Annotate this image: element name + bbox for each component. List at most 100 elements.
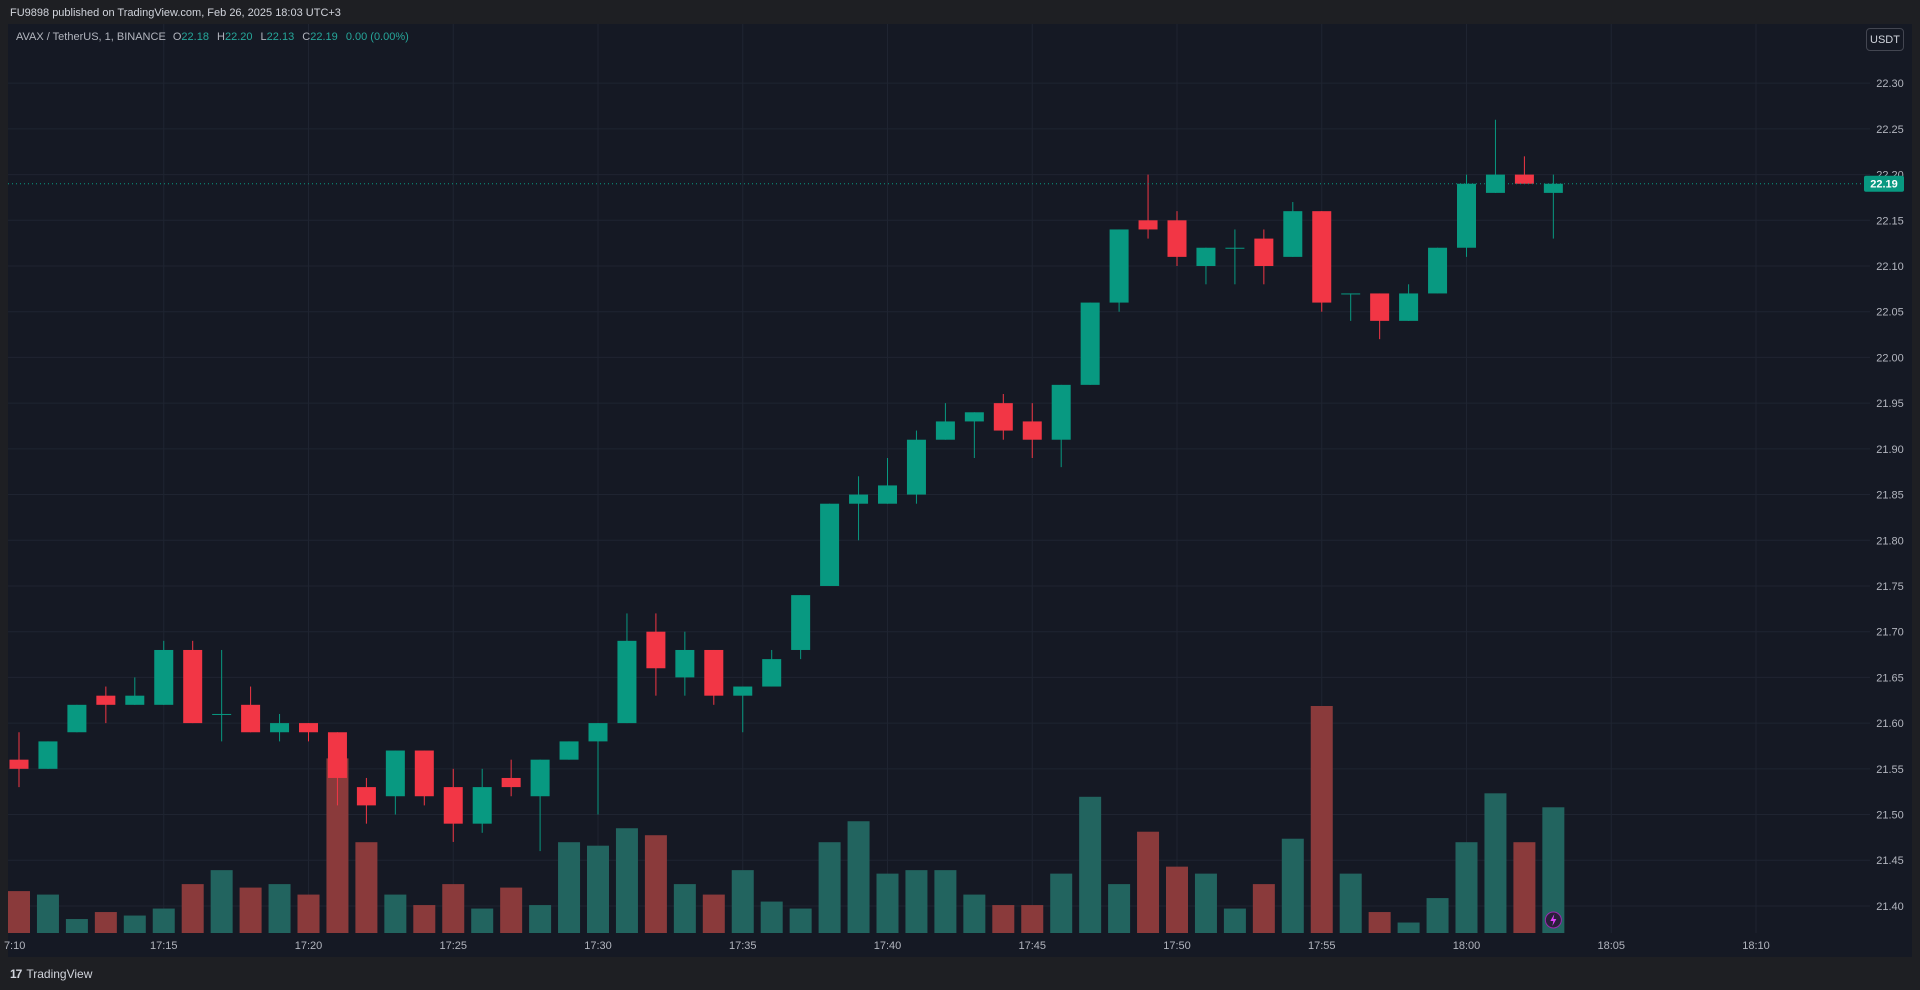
time-tick-label: 18:05 [1597,940,1625,952]
price-overlay: 22.19 [8,175,1904,929]
symbol-title[interactable]: AVAX / TetherUS, 1, BINANCE [16,31,166,43]
price-tick-label: 21.60 [1876,718,1904,730]
volume-bar [239,887,262,933]
last-price-label: 22.19 [1870,179,1898,191]
volume-bar [1223,908,1246,933]
volume-bar [1281,838,1304,933]
volume-bar [1513,842,1536,933]
low-label: L [260,31,267,43]
price-tick-label: 21.95 [1876,398,1904,410]
candle-body [1428,247,1448,294]
currency-unit-button[interactable]: USDT [1866,28,1904,51]
volume-bar [1050,873,1073,933]
last-price-badge [1864,175,1904,192]
candle-body [38,741,58,769]
volume-bar [152,908,175,933]
volume-bar [8,891,30,933]
price-tick-label: 22.15 [1876,215,1904,227]
candle-body [241,704,261,733]
candle-body [299,723,318,733]
candle-body [1457,183,1476,248]
candle-body [906,439,926,495]
volume-bar [1339,873,1362,933]
price-tick-label: 21.85 [1876,490,1904,502]
price-tick-label: 22.10 [1876,261,1904,273]
volume-bar [297,894,320,933]
price-tick-label: 21.40 [1876,901,1904,913]
candle-body [1051,384,1071,440]
price-tick-label: 21.55 [1876,764,1904,776]
volume-bar [326,758,349,933]
volume-bar [992,905,1015,933]
volume-bar [847,821,870,933]
candle-body [96,695,116,705]
candle-body [270,723,290,733]
chart-pane[interactable] [8,24,1912,957]
candle-body [878,485,897,504]
price-tick-label: 21.70 [1876,627,1904,639]
candle-body [646,631,666,669]
symbol-legend[interactable]: AVAX / TetherUS, 1, BINANCE O22.18 H22.2… [16,31,414,43]
price-tick-label: 21.65 [1876,672,1904,684]
volume-bar [1194,873,1217,933]
volume-bar [384,894,407,933]
candle-body [530,759,550,797]
price-tick-label: 22.05 [1876,307,1904,319]
candle-body [791,595,811,650]
time-tick-label: 17:15 [150,940,178,952]
candle-body [704,649,724,696]
candle-body [1109,229,1129,303]
price-tick-label: 21.50 [1876,810,1904,822]
candle-body [1022,421,1042,440]
candle-body [964,412,984,422]
volume-bar [355,842,378,933]
volume-bar [963,894,986,933]
volume-bars [8,706,1565,933]
candle-body [385,750,405,797]
price-tick-label: 22.00 [1876,352,1904,364]
tradingview-brand[interactable]: 17 TradingView [10,962,92,986]
candle-body [9,759,29,769]
candles [9,119,1563,852]
low-value: 22.13 [266,31,295,43]
price-tick-label: 22.25 [1876,124,1904,136]
candle-body [849,494,869,504]
price-tick-label: 21.80 [1876,535,1904,547]
time-tick-label: 18:10 [1742,940,1770,952]
time-tick-label: 17:30 [584,940,612,952]
volume-bar [123,915,146,933]
volume-bar [1310,706,1333,933]
candle-body [501,777,521,788]
volume-bar [1166,866,1188,933]
candle-body [1167,220,1187,257]
volume-bar [644,835,667,933]
volume-bar [65,919,88,933]
candle-body [443,787,463,824]
close-value: 22.19 [310,31,338,43]
time-tick-label: 17:20 [295,940,323,952]
price-tick-label: 21.75 [1876,581,1904,593]
volume-bar [500,887,523,933]
price-tick-label: 21.45 [1876,855,1904,867]
volume-bar [1368,912,1391,933]
candle-body [1196,247,1216,267]
candle-body [356,787,376,806]
time-tick-label: 17:25 [439,940,467,952]
candle-body [675,649,695,678]
candle-body [1225,247,1245,249]
volume-bar [1137,831,1160,933]
candle-body [414,750,434,797]
candle-body [935,421,955,440]
candle-body [183,649,203,724]
volume-bar [36,894,59,933]
candle-body [1399,293,1419,321]
candle-body [559,741,579,760]
price-tick-label: 22.30 [1876,78,1904,90]
volume-bar [268,884,291,933]
candle-body [1341,293,1361,295]
volume-bar [1252,884,1275,933]
time-tick-label: 7:10 [4,940,25,952]
publish-header: FU9898 published on TradingView.com, Feb… [0,0,1920,24]
candle-body [472,787,492,824]
